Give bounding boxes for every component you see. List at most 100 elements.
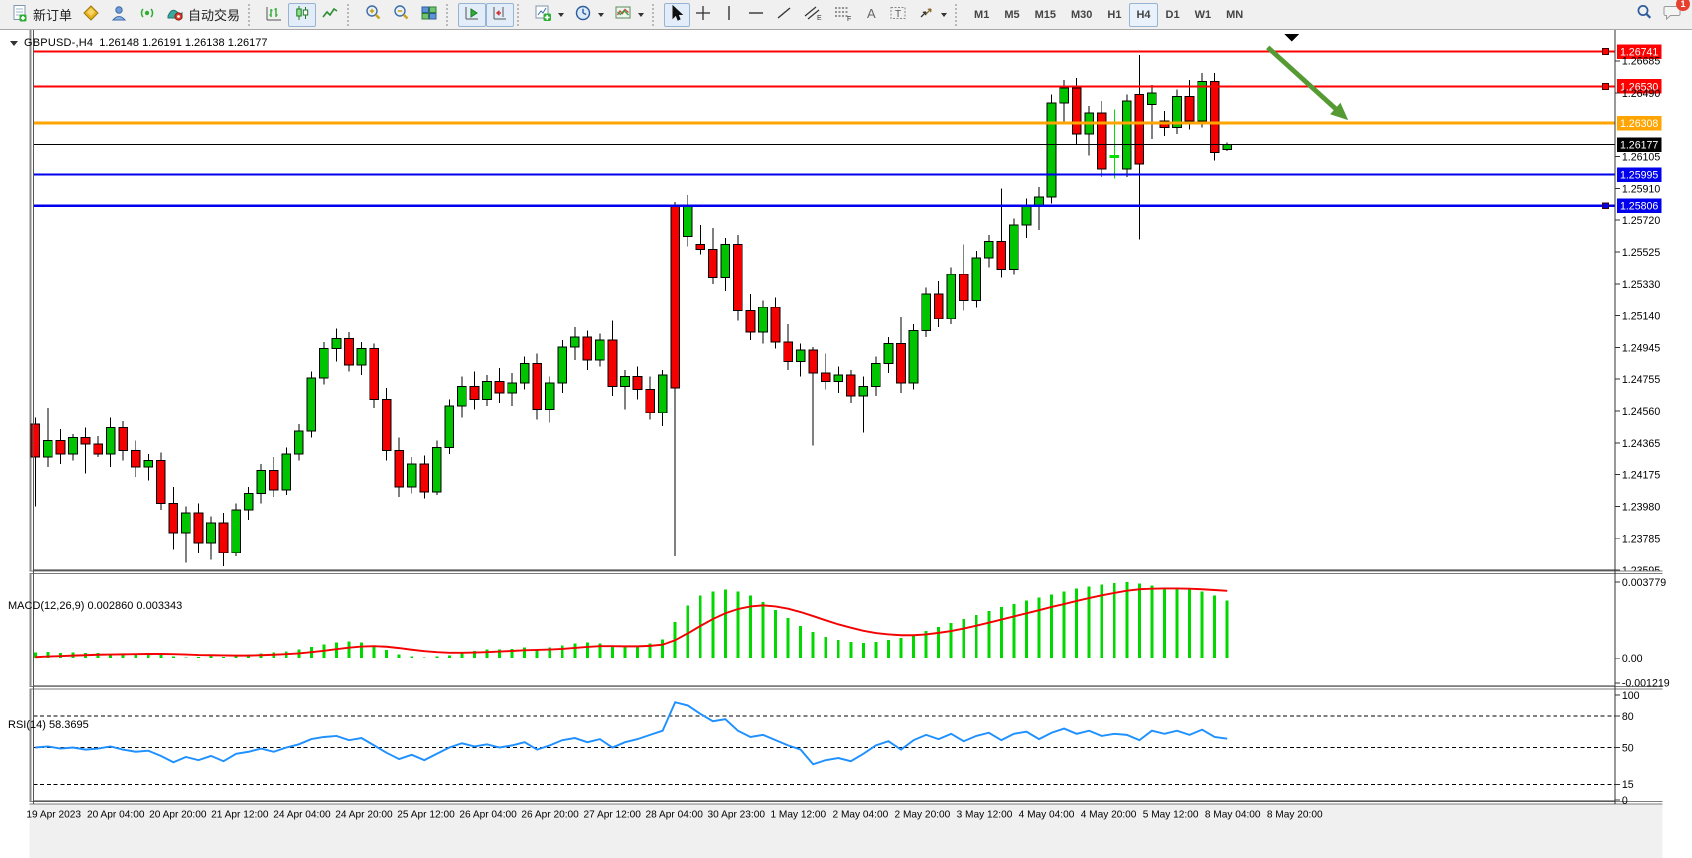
text-label-tool-button[interactable]: T	[884, 3, 912, 27]
rsi-panel[interactable]	[33, 701, 1616, 785]
price-badge-support-2	[1617, 198, 1662, 213]
time-axis-label: 19 Apr 2023	[26, 809, 81, 820]
toolbar-separator	[517, 3, 526, 26]
equidistant-channel-tool-button[interactable]: E	[798, 3, 828, 27]
timeframe-mn[interactable]: MN	[1226, 8, 1244, 21]
time-axis-label: 26 Apr 04:00	[459, 809, 517, 820]
price-tick-label: 1.25720	[1622, 215, 1660, 227]
horizontal-line-icon	[747, 5, 765, 24]
chart-header: GBPUSD-,H4 1.26148 1.26191 1.26138 1.261…	[10, 37, 267, 49]
price-chart-canvas[interactable]: 1.26741 1.26530 1.26308 1.26177 1.25995 1.258…	[0, 30, 1692, 858]
auto-trading-button[interactable]: 自动交易	[161, 3, 245, 27]
bar-chart-button[interactable]	[260, 3, 288, 27]
timeframe-m5[interactable]: M5	[1004, 8, 1020, 21]
zoom-out-icon	[392, 4, 410, 25]
time-axis-label: 26 Apr 20:00	[521, 809, 579, 820]
dropdown-caret-icon	[558, 12, 565, 17]
svg-text:1.25995: 1.25995	[1620, 169, 1658, 181]
timeframe-m15[interactable]: M15	[1034, 8, 1056, 21]
line-chart-button[interactable]	[316, 3, 344, 27]
time-axis-label: 25 Apr 12:00	[397, 809, 455, 820]
time-axis-label: 3 May 12:00	[957, 809, 1013, 820]
channel-icon: E	[803, 4, 823, 25]
price-tick-label: 1.23785	[1622, 534, 1660, 546]
quotes-button[interactable]	[77, 3, 105, 27]
price-tick-label: 1.25330	[1622, 279, 1660, 291]
arrows-tool-button[interactable]	[912, 3, 952, 27]
trendline-tool-button[interactable]	[770, 3, 798, 27]
timeframe-h4[interactable]: H4	[1129, 2, 1158, 27]
horizontal-line-tool-button[interactable]	[742, 3, 770, 27]
rsi-tick-label: 0	[1622, 795, 1628, 807]
profile-button[interactable]	[105, 3, 133, 27]
hline-handle-support-2[interactable]	[1602, 202, 1609, 210]
signals-button[interactable]	[133, 3, 161, 27]
main-price-panel[interactable]	[30, 33, 1616, 566]
price-tick-label: 1.25910	[1622, 183, 1660, 195]
time-axis-label: 2 May 20:00	[895, 809, 951, 820]
line-chart-icon	[321, 4, 339, 25]
cursor-tool-button[interactable]	[664, 2, 691, 27]
fibonacci-tool-button[interactable]: F	[828, 3, 858, 27]
tile-windows-button[interactable]	[415, 3, 443, 27]
auto-trading-label: 自动交易	[188, 8, 241, 23]
price-tick-label: 1.24560	[1622, 406, 1660, 418]
auto-scroll-button[interactable]	[458, 2, 487, 27]
time-axis-label: 8 May 04:00	[1205, 809, 1261, 820]
timeframe-m1[interactable]: M1	[974, 8, 990, 21]
timeframe-m30[interactable]: M30	[1071, 8, 1093, 21]
crosshair-tool-button[interactable]	[690, 3, 716, 27]
time-axis-label: 1 May 12:00	[770, 809, 826, 820]
macd-indicator-label: MACD(12,26,9) 0.002860 0.003343	[8, 600, 183, 612]
down-triangle-marker[interactable]	[1284, 33, 1300, 42]
periods-button[interactable]	[569, 3, 609, 27]
rsi-indicator-label: RSI(14) 58.3695	[8, 719, 89, 731]
svg-text:1.26741: 1.26741	[1620, 46, 1658, 58]
time-axis[interactable]: 19 Apr 2023 20 Apr 04:00 20 Apr 20:00 21 Ap…	[26, 809, 1323, 820]
timeframe-w1[interactable]: W1	[1194, 8, 1212, 21]
price-tick-label: 1.24755	[1622, 374, 1660, 386]
candlestick-chart-icon	[293, 4, 311, 25]
svg-text:1.26530: 1.26530	[1620, 81, 1658, 93]
timeframe-d1[interactable]: D1	[1165, 8, 1180, 21]
add-indicator-button[interactable]	[529, 3, 569, 27]
templates-button[interactable]	[609, 3, 649, 27]
add-indicator-icon	[534, 4, 552, 25]
rsi-tick-label: 50	[1622, 742, 1634, 754]
zoom-in-icon	[364, 4, 382, 25]
notifications-button[interactable]: 1	[1663, 0, 1690, 26]
svg-text:1.25806: 1.25806	[1620, 201, 1658, 213]
vertical-line-icon	[722, 5, 736, 24]
zoom-in-button[interactable]	[359, 3, 387, 27]
macd-tick-label: -0.001219	[1622, 678, 1670, 690]
hline-handle-resistance-2[interactable]	[1602, 83, 1609, 90]
time-axis-label: 24 Apr 20:00	[335, 809, 393, 820]
chart-ohlc-values: 1.26148 1.26191 1.26138 1.26177	[99, 37, 268, 49]
template-icon	[614, 4, 632, 25]
time-axis-strip	[29, 803, 1663, 858]
zoom-out-button[interactable]	[387, 3, 415, 27]
trend-arrow-annotation[interactable]	[1266, 45, 1349, 121]
new-order-button[interactable]: 新订单	[6, 3, 77, 27]
candlestick-chart-button[interactable]	[288, 2, 317, 27]
main-toolbar: 新订单 自动交易	[0, 0, 1692, 30]
search-icon[interactable]	[1635, 3, 1653, 26]
chart-window[interactable]: GBPUSD-,H4 1.26148 1.26191 1.26138 1.261…	[0, 30, 1692, 858]
text-tool-button[interactable]: A	[858, 3, 884, 27]
time-axis-label: 20 Apr 04:00	[87, 809, 145, 820]
time-axis-label: 2 May 04:00	[833, 809, 889, 820]
svg-text:F: F	[847, 16, 851, 22]
chart-shift-button[interactable]	[486, 2, 515, 27]
timeframe-h1[interactable]: H1	[1107, 8, 1122, 21]
auto-trading-icon	[166, 4, 184, 25]
hline-handle-resistance-1[interactable]	[1602, 48, 1609, 55]
price-tick-label: 1.25525	[1622, 247, 1660, 259]
price-badge-pivot-orange	[1617, 115, 1662, 131]
macd-panel[interactable]	[33, 582, 1229, 659]
price-tick-label: 1.26105	[1622, 151, 1660, 163]
diamond-icon	[82, 4, 100, 25]
collapse-triangle-icon[interactable]	[10, 40, 18, 46]
time-axis-label: 30 Apr 23:00	[708, 809, 766, 820]
vertical-line-tool-button[interactable]	[716, 3, 742, 27]
